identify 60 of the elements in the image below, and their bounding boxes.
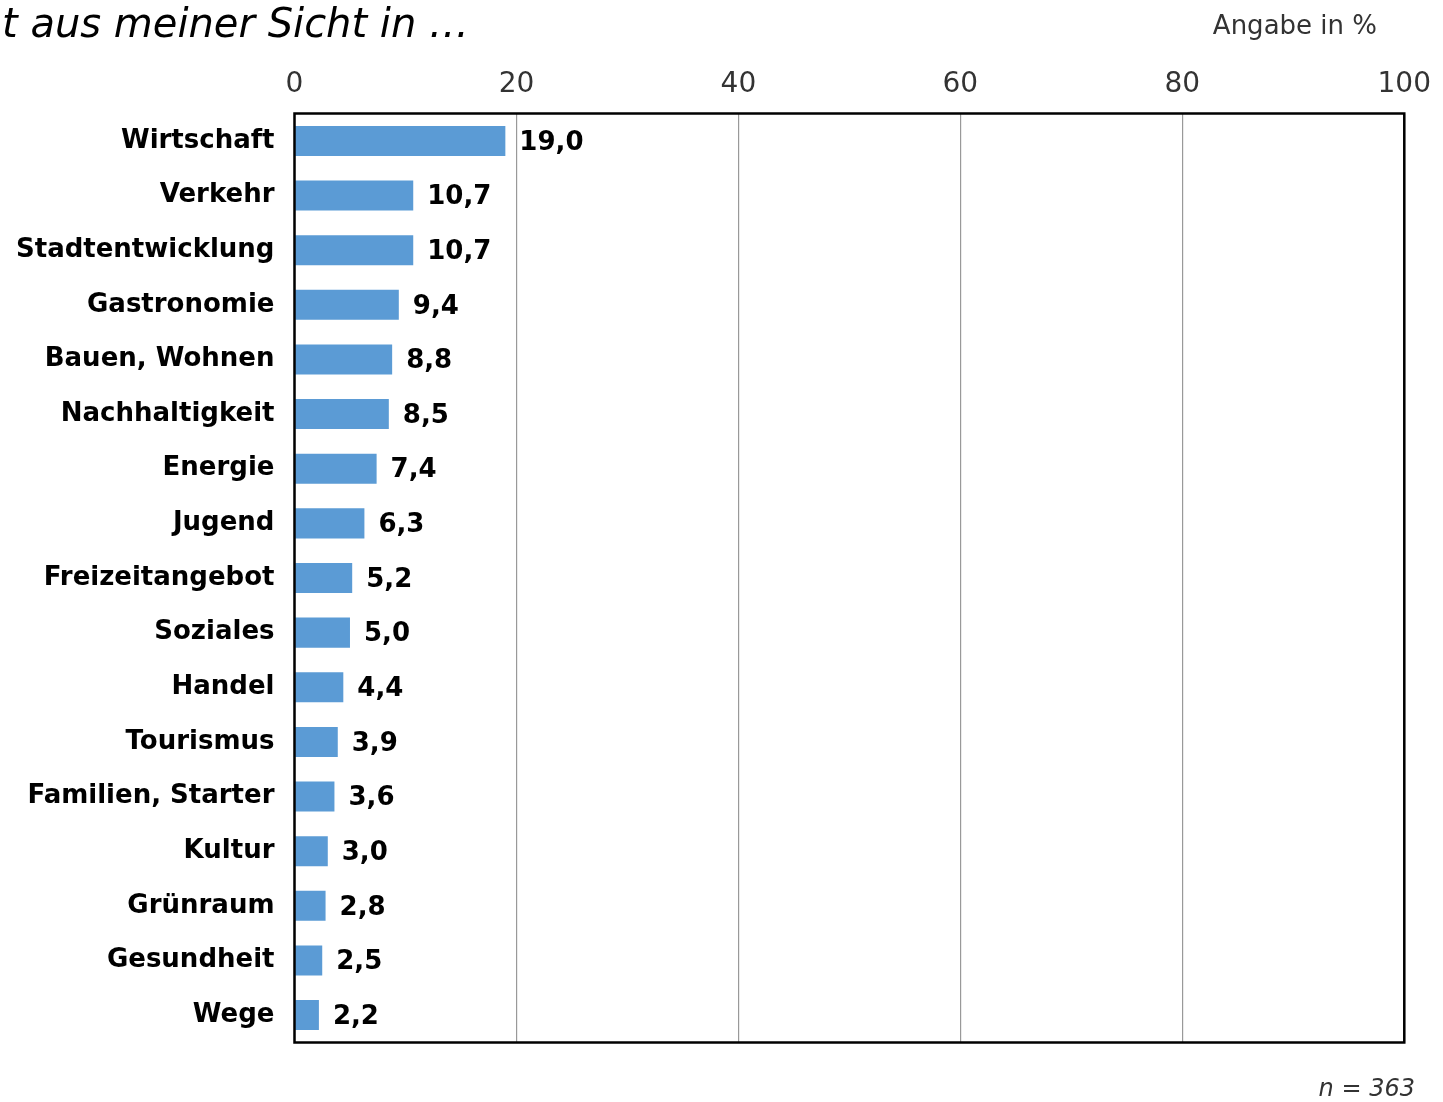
data-label: 2,2: [332, 999, 379, 1030]
x-tick-label: 0: [285, 66, 304, 100]
bar: [295, 453, 377, 484]
data-label: 8,5: [402, 398, 449, 429]
y-tick-label: Soziales: [154, 615, 275, 646]
y-tick-label: Energie: [162, 451, 275, 482]
y-tick-label: Stadtentwicklung: [15, 232, 275, 263]
y-tick-label: Gesundheit: [106, 943, 275, 974]
data-label: 3,9: [351, 726, 398, 757]
data-label: 2,8: [339, 890, 386, 921]
bar: [295, 836, 328, 867]
bar: [295, 399, 389, 430]
data-label: 5,2: [366, 562, 413, 593]
y-tick-label: Nachhaltigkeit: [60, 396, 275, 427]
y-tick-label: Grünraum: [127, 888, 275, 919]
data-label: 8,8: [406, 344, 453, 375]
data-label: 2,5: [336, 945, 383, 976]
data-label: 7,4: [390, 453, 437, 484]
y-tick-label: Wege: [192, 997, 275, 1028]
text: n = 363: [1318, 1074, 1415, 1102]
data-label: 3,0: [341, 835, 388, 866]
y-tick-label: Tourismus: [125, 724, 275, 755]
data-label: 10,7: [427, 180, 492, 211]
x-tick-label: 100: [1377, 66, 1431, 100]
data-label: 19,0: [519, 125, 584, 156]
y-tick-label: Verkehr: [159, 178, 275, 209]
data-label: 3,6: [348, 781, 395, 812]
bar: [295, 726, 338, 757]
bar: [295, 672, 344, 703]
bar: [295, 945, 323, 976]
bar: [295, 781, 335, 812]
text: Angabe in %: [1212, 10, 1377, 40]
data-label: 9,4: [412, 289, 459, 320]
chart-title: t aus meiner Sicht in …: [2, 0, 470, 46]
data-label: 4,4: [357, 672, 404, 703]
bar: [295, 344, 393, 375]
x-tick-label: 80: [1164, 66, 1201, 100]
y-tick-label: Gastronomie: [87, 287, 275, 318]
y-tick-label: Wirtschaft: [120, 123, 275, 154]
bar: [295, 508, 365, 539]
bar: [295, 125, 506, 156]
y-tick-label: Handel: [171, 670, 275, 701]
data-label: 5,0: [363, 617, 411, 648]
y-tick-label: Bauen, Wohnen: [44, 342, 275, 373]
y-tick-label: Familien, Starter: [27, 779, 275, 810]
y-tick-label: Jugend: [170, 506, 275, 537]
data-label: 6,3: [378, 508, 425, 539]
x-tick-label: 20: [498, 66, 535, 100]
x-tick-label: 40: [720, 66, 757, 100]
data-label: 10,7: [427, 234, 492, 265]
x-tick-label: 60: [942, 66, 979, 100]
bar: [295, 180, 414, 211]
y-tick-label: Freizeitangebot: [43, 560, 275, 591]
bar: [295, 1000, 319, 1031]
bar: [295, 235, 414, 266]
bar: [295, 890, 326, 921]
y-tick-label: Kultur: [183, 833, 275, 864]
bar: [295, 289, 399, 320]
bar: [295, 562, 353, 594]
bar: [295, 617, 350, 648]
